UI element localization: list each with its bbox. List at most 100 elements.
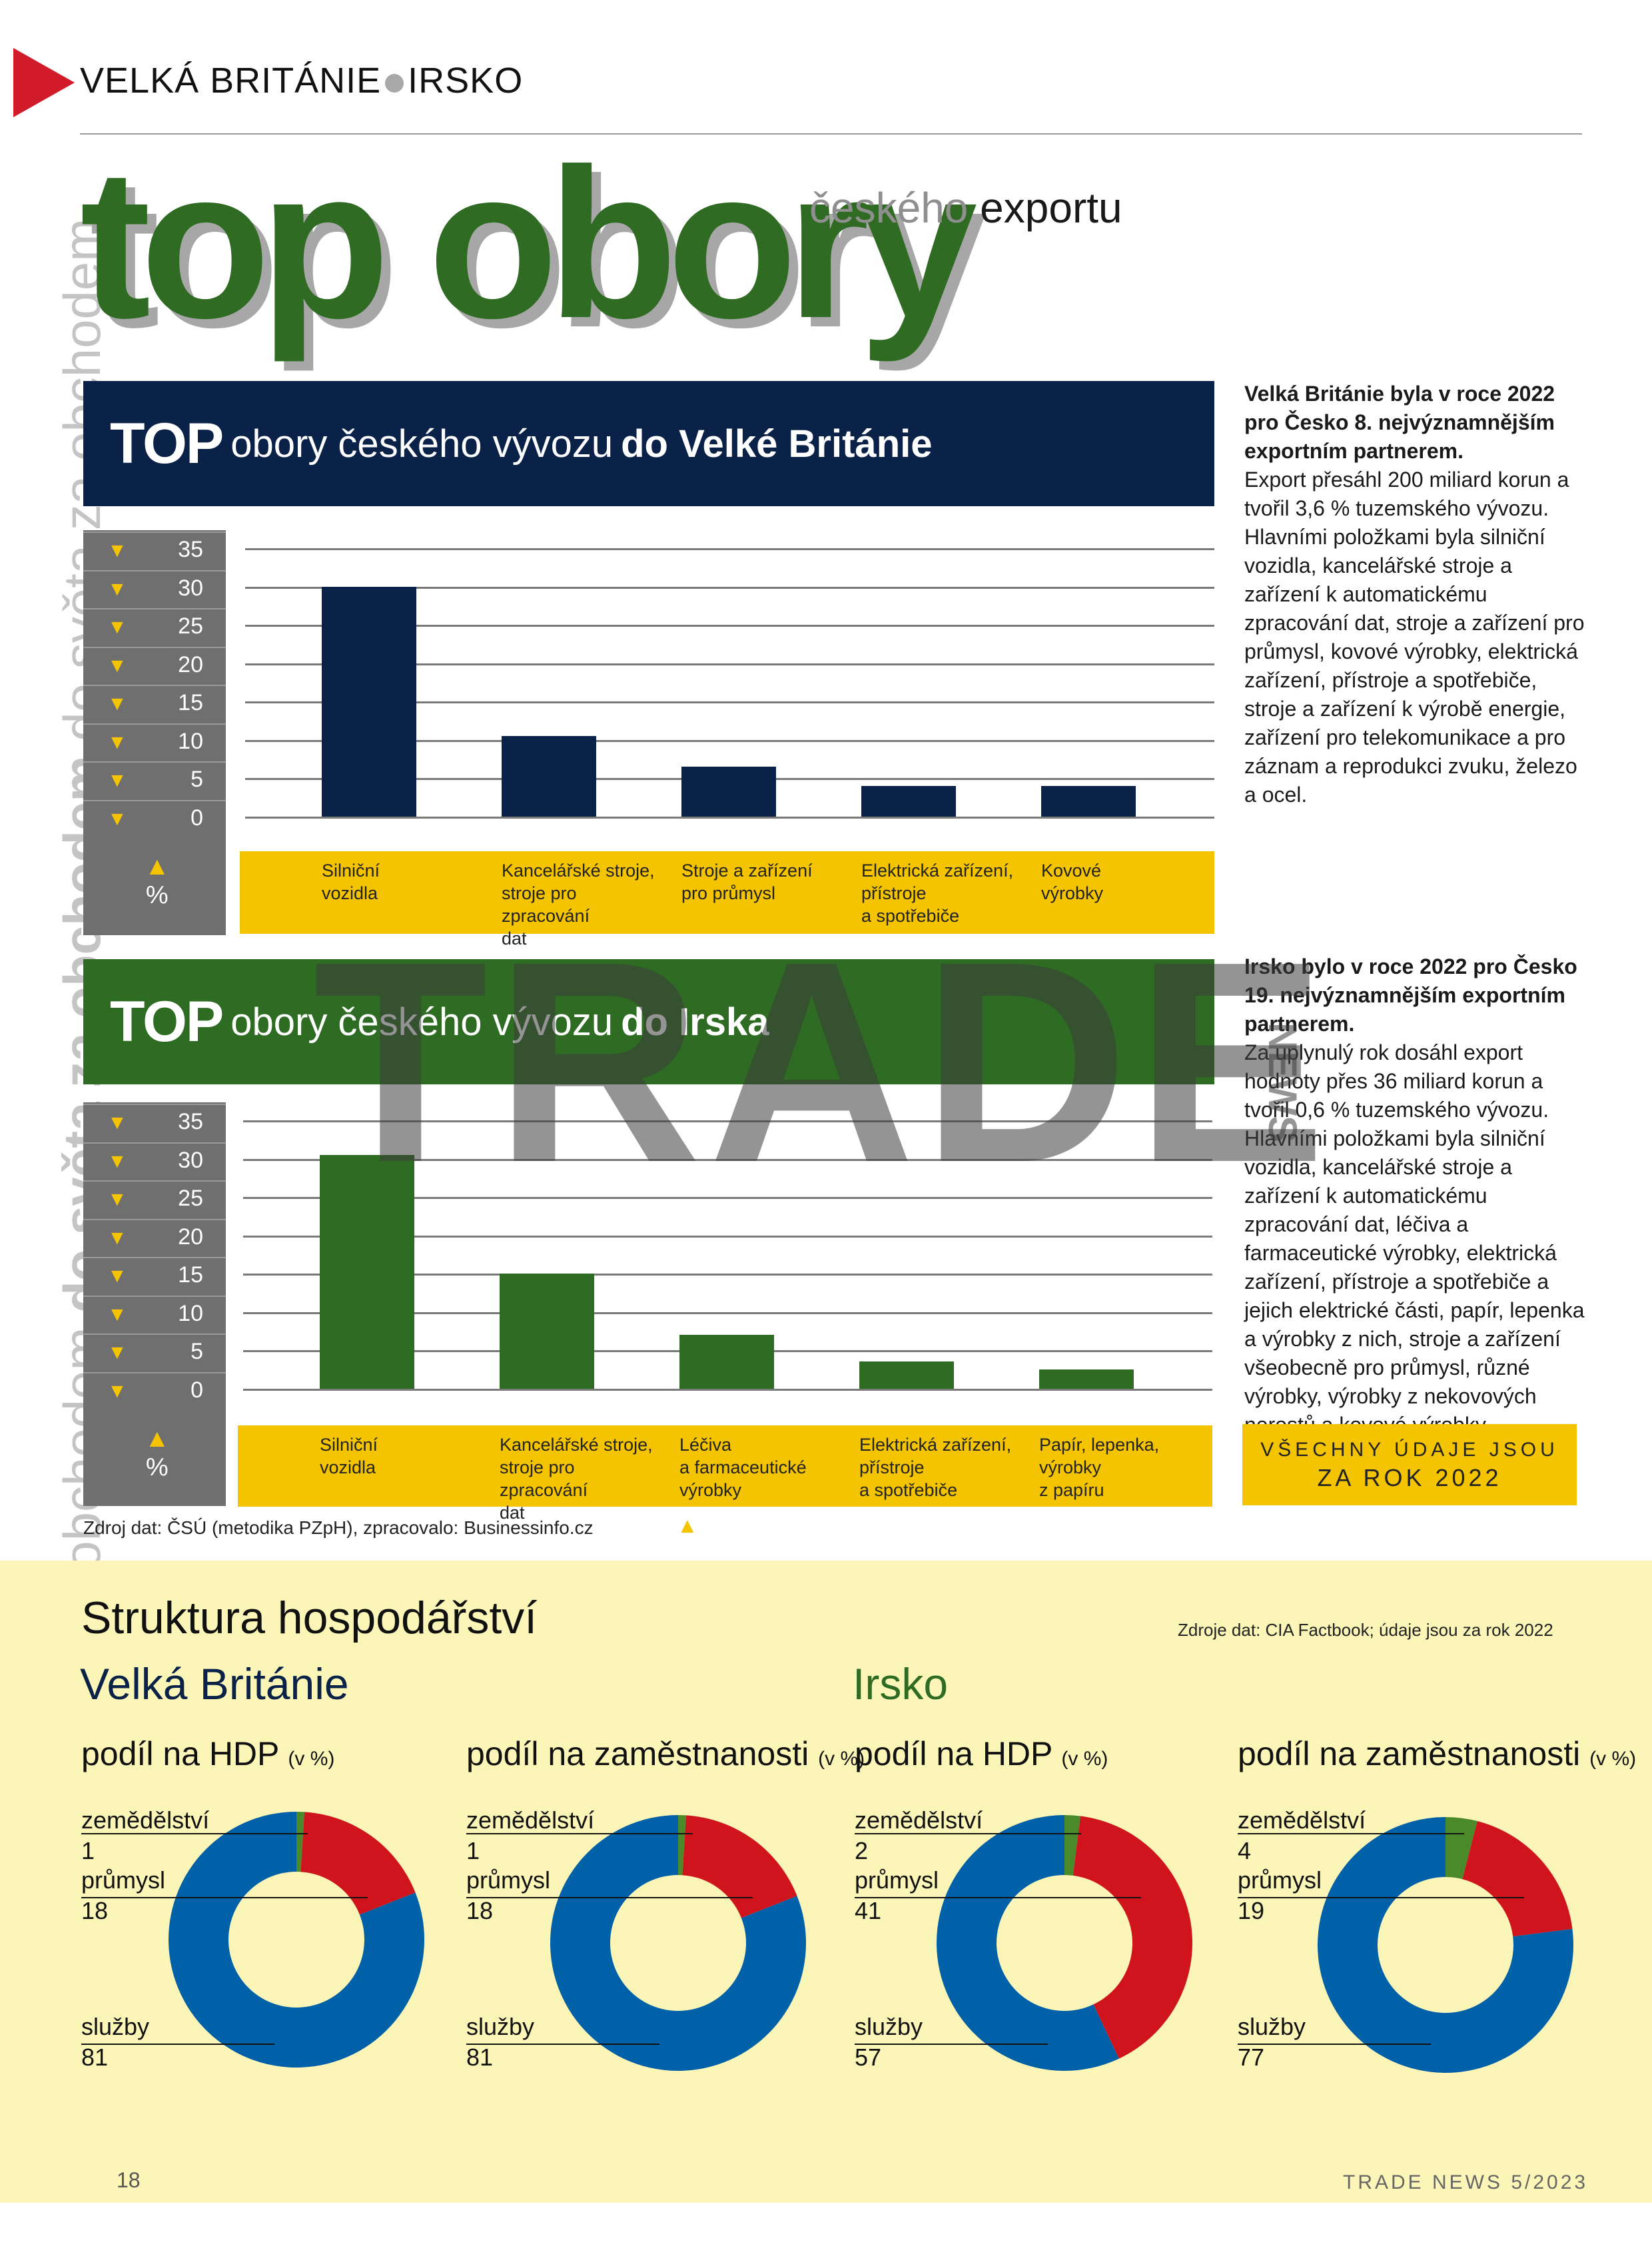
uk_chart-gridline: [245, 625, 1214, 627]
uk_chart-tick-15: ▼ 15: [83, 685, 226, 722]
ie_chart-tick-5: ▼ 5: [83, 1333, 226, 1371]
ie_chart-bar-3: [679, 1335, 774, 1389]
donut-label-services: služby 57: [855, 2012, 923, 2073]
page-subtitle-dark: exportu: [968, 184, 1122, 232]
donut-label-agriculture: zemědělství 4: [1238, 1805, 1366, 1866]
uk_chart-bar-4: [861, 785, 956, 817]
ie-category-band: [238, 1425, 1212, 1507]
tick-arrow-icon: ▼: [107, 1265, 127, 1287]
economy-title: Struktura hospodářství: [81, 1593, 538, 1643]
ie_chart-gridline: [243, 1120, 1212, 1122]
tick-arrow-icon: ▼: [107, 1112, 127, 1134]
tick-arrow-icon: ▼: [107, 1341, 127, 1363]
donut-chart-2: [550, 1815, 806, 2071]
uk_chart-gridline: [245, 701, 1214, 703]
uk_chart-gridline: [245, 548, 1214, 550]
ie-description: Irsko bylo v roce 2022 pro Česko 19. nej…: [1244, 952, 1591, 1439]
ie_chart-tick-15: ▼ 15: [83, 1257, 226, 1294]
economy-source: Zdroje dat: CIA Factbook; údaje jsou za …: [1178, 1620, 1553, 1640]
ie_chart-category-line: přístroje: [859, 1457, 925, 1477]
ie_chart-unit-label: ▲%: [145, 1425, 170, 1482]
donut-label-agriculture: zemědělství 1: [466, 1805, 594, 1866]
donut-label-agriculture: zemědělství 2: [855, 1805, 983, 1866]
slice-agriculture: [296, 1812, 305, 1872]
ie-country-name: Irsko: [853, 1659, 949, 1708]
ie_chart-category-line: dat: [500, 1503, 525, 1523]
ie_chart-gridline: [243, 1274, 1212, 1276]
donut-label-industry: průmysl 19: [1238, 1865, 1322, 1926]
donut-chart-1: [169, 1812, 425, 2068]
bullet-dot-icon: [385, 73, 404, 93]
donut-label-line: [466, 1833, 693, 1834]
slice-agriculture: [678, 1815, 687, 1876]
ie_chart-category-label: Papír, lepenka, výrobky z papíru: [1039, 1433, 1206, 1501]
ie-banner-top: TOP: [110, 989, 224, 1054]
uk_chart-category-label: Kancelářské stroje, stroje pro zpracování…: [502, 859, 668, 950]
tick-arrow-icon: ▼: [107, 769, 127, 791]
uk-y-axis: ▼ 35 ▼ 30 ▼ 25 ▼ 20 ▼ 15 ▼ 10 ▼ 5 ▼ 0 ▲%: [83, 530, 226, 935]
donut-label-line: [855, 2044, 1048, 2045]
uk_chart-unit-label: ▲%: [145, 853, 170, 910]
uk_chart-category-line: stroje pro zpracování: [502, 883, 590, 926]
uk_chart-tick-30: ▼ 30: [83, 569, 226, 607]
ie_chart-category-line: Léčiva: [679, 1435, 732, 1455]
donut-label-value: 18: [81, 1897, 109, 1924]
ie-emp-heading: podíl na zaměstnanosti (v %): [1238, 1734, 1636, 1773]
uk-description-bold: Velká Británie byla v roce 2022 pro Česk…: [1244, 382, 1555, 463]
tick-arrow-icon: ▼: [107, 577, 127, 600]
donut-label-line: [81, 1897, 368, 1898]
donut-label-name: průmysl: [855, 1866, 939, 1894]
ie-y-axis: ▼ 35 ▼ 30 ▼ 25 ▼ 20 ▼ 15 ▼ 10 ▼ 5 ▼ 0 ▲%: [83, 1102, 226, 1506]
donut-chart-4: [1318, 1817, 1573, 2073]
section-title-ie: IRSKO: [408, 61, 524, 101]
ie_chart-bar-4: [859, 1361, 954, 1389]
donut-label-line: [466, 2044, 659, 2045]
header-rule: [80, 133, 1582, 135]
donut-label-value: 77: [1238, 2044, 1265, 2071]
tick-arrow-icon: ▼: [107, 1188, 127, 1210]
donut-label-name: zemědělství: [1238, 1806, 1366, 1834]
uk-banner-mid: obory českého vývozu: [230, 422, 614, 466]
ie_chart-category-line: Silniční: [320, 1435, 378, 1455]
uk_chart-gridline: [245, 586, 1214, 589]
donut-label-line: [81, 2044, 274, 2045]
year-note-box: Všechny údaje jsou za rok 2022: [1242, 1424, 1577, 1505]
donut-label-industry: průmysl 18: [81, 1865, 165, 1926]
ie_chart-tick-label: 10: [178, 1300, 203, 1326]
tick-arrow-icon: ▼: [107, 693, 127, 715]
uk-description: Velká Británie byla v roce 2022 pro Česk…: [1244, 380, 1591, 809]
ie_chart-category-label: Silniční vozidla: [320, 1433, 486, 1479]
slice-agriculture: [1064, 1815, 1081, 1876]
donut-label-services: služby 81: [466, 2012, 534, 2073]
donut-label-name: služby: [466, 2013, 535, 2040]
magazine-name: Trade News 5/2023: [1343, 2171, 1589, 2193]
tick-arrow-icon: ▼: [107, 807, 127, 830]
donut-label-value: 81: [81, 2044, 109, 2071]
trade-source: Zdroj dat: ČSÚ (metodika PZpH), zpracova…: [83, 1517, 594, 1538]
ie_chart-tick-label: 35: [178, 1109, 203, 1134]
uk_chart-tick-label: 10: [178, 728, 203, 754]
ie_chart-bar-1: [320, 1154, 414, 1389]
page-subtitle: českého exportu: [809, 183, 1122, 232]
ie_chart-bar-2: [500, 1274, 594, 1389]
ie_chart-tick-label: 0: [191, 1377, 203, 1403]
ie_chart-category-line: Elektrická zařízení,: [859, 1435, 1012, 1455]
uk_chart-tick-35: ▼ 35: [83, 532, 226, 569]
uk_chart-category-line: vozidla: [322, 883, 378, 903]
ie_chart-tick-label: 25: [178, 1186, 203, 1211]
ie_chart-category-label: Léčiva a farmaceutické výrobky: [679, 1433, 846, 1501]
slice-industry: [1462, 1821, 1573, 1937]
ie-description-bold: Irsko bylo v roce 2022 pro Česko 19. nej…: [1244, 954, 1577, 1036]
donut-label-value: 57: [855, 2044, 882, 2071]
ie-description-body: Za uplynulý rok dosáhl export hodnoty př…: [1244, 1040, 1585, 1437]
uk_chart-category-label: Elektrická zařízení, přístroje a spotřebič…: [861, 859, 1028, 927]
tick-arrow-icon: ▼: [107, 654, 127, 677]
ie_chart-tick-35: ▼ 35: [83, 1104, 226, 1141]
uk-chart-banner: TOP obory českého vývozu do Velké Británie: [83, 381, 1214, 506]
ie_chart-category-line: vozidla: [320, 1457, 376, 1477]
donut-label-line: [1238, 2044, 1431, 2045]
uk_chart-tick-10: ▼ 10: [83, 723, 226, 761]
donut-label-line: [81, 1833, 308, 1834]
ie_chart-tick-20: ▼ 20: [83, 1218, 226, 1256]
donut-label-value: 41: [855, 1897, 882, 1924]
